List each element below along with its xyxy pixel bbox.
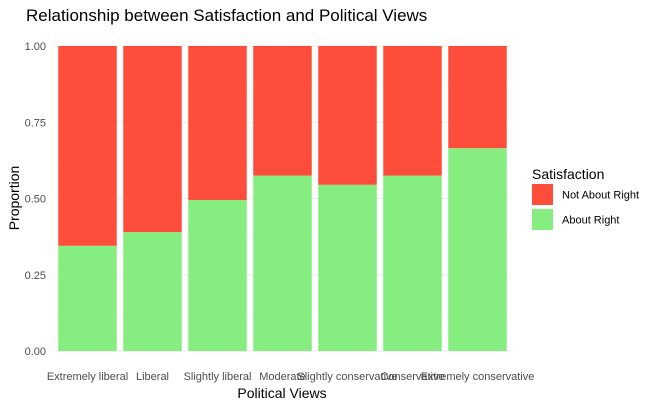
legend: Satisfaction Not About Right About Right bbox=[532, 166, 639, 230]
y-tick-labels: 0.00 0.25 0.50 0.75 1.00 bbox=[25, 41, 46, 358]
x-tick-label: Conservative bbox=[380, 371, 444, 383]
legend-key-not-about-right bbox=[532, 184, 553, 205]
bar-about-right-5 bbox=[383, 175, 442, 351]
bar-about-right-2 bbox=[188, 200, 247, 351]
bar-not-about-right-2 bbox=[188, 46, 247, 201]
bar-not-about-right-5 bbox=[383, 46, 442, 176]
bar-about-right-1 bbox=[123, 232, 182, 351]
x-tick-label: Slightly conservative bbox=[297, 371, 397, 383]
legend-title: Satisfaction bbox=[532, 166, 604, 182]
legend-key-about-right bbox=[532, 209, 553, 230]
x-tick-label: Extremely conservative bbox=[421, 371, 535, 383]
bar-about-right-4 bbox=[318, 184, 377, 351]
legend-label: Not About Right bbox=[562, 190, 639, 202]
x-tick-label: Extremely liberal bbox=[47, 371, 128, 383]
x-axis-title: Political Views bbox=[237, 385, 326, 401]
bars bbox=[58, 46, 507, 351]
bar-not-about-right-4 bbox=[318, 46, 377, 185]
x-tick-label: Liberal bbox=[136, 371, 169, 383]
x-tick-label: Moderate bbox=[259, 371, 305, 383]
y-axis-title: Proportion bbox=[6, 166, 22, 231]
bar-about-right-6 bbox=[448, 148, 507, 351]
chart-title: Relationship between Satisfaction and Po… bbox=[26, 6, 427, 25]
y-tick-label: 1.00 bbox=[25, 41, 46, 53]
bar-not-about-right-0 bbox=[58, 46, 117, 246]
bar-about-right-0 bbox=[58, 245, 117, 351]
bar-not-about-right-3 bbox=[253, 46, 312, 176]
bar-about-right-3 bbox=[253, 175, 312, 351]
bar-not-about-right-1 bbox=[123, 46, 182, 233]
x-tick-label: Slightly liberal bbox=[184, 371, 252, 383]
legend-label: About Right bbox=[562, 215, 619, 227]
y-tick-label: 0.75 bbox=[25, 117, 46, 129]
x-tick-labels: Extremely liberal Liberal Slightly liberal… bbox=[47, 371, 535, 383]
y-tick-label: 0.00 bbox=[25, 346, 46, 358]
y-tick-label: 0.50 bbox=[25, 194, 46, 206]
y-tick-label: 0.25 bbox=[25, 270, 46, 282]
bar-not-about-right-6 bbox=[448, 46, 507, 149]
